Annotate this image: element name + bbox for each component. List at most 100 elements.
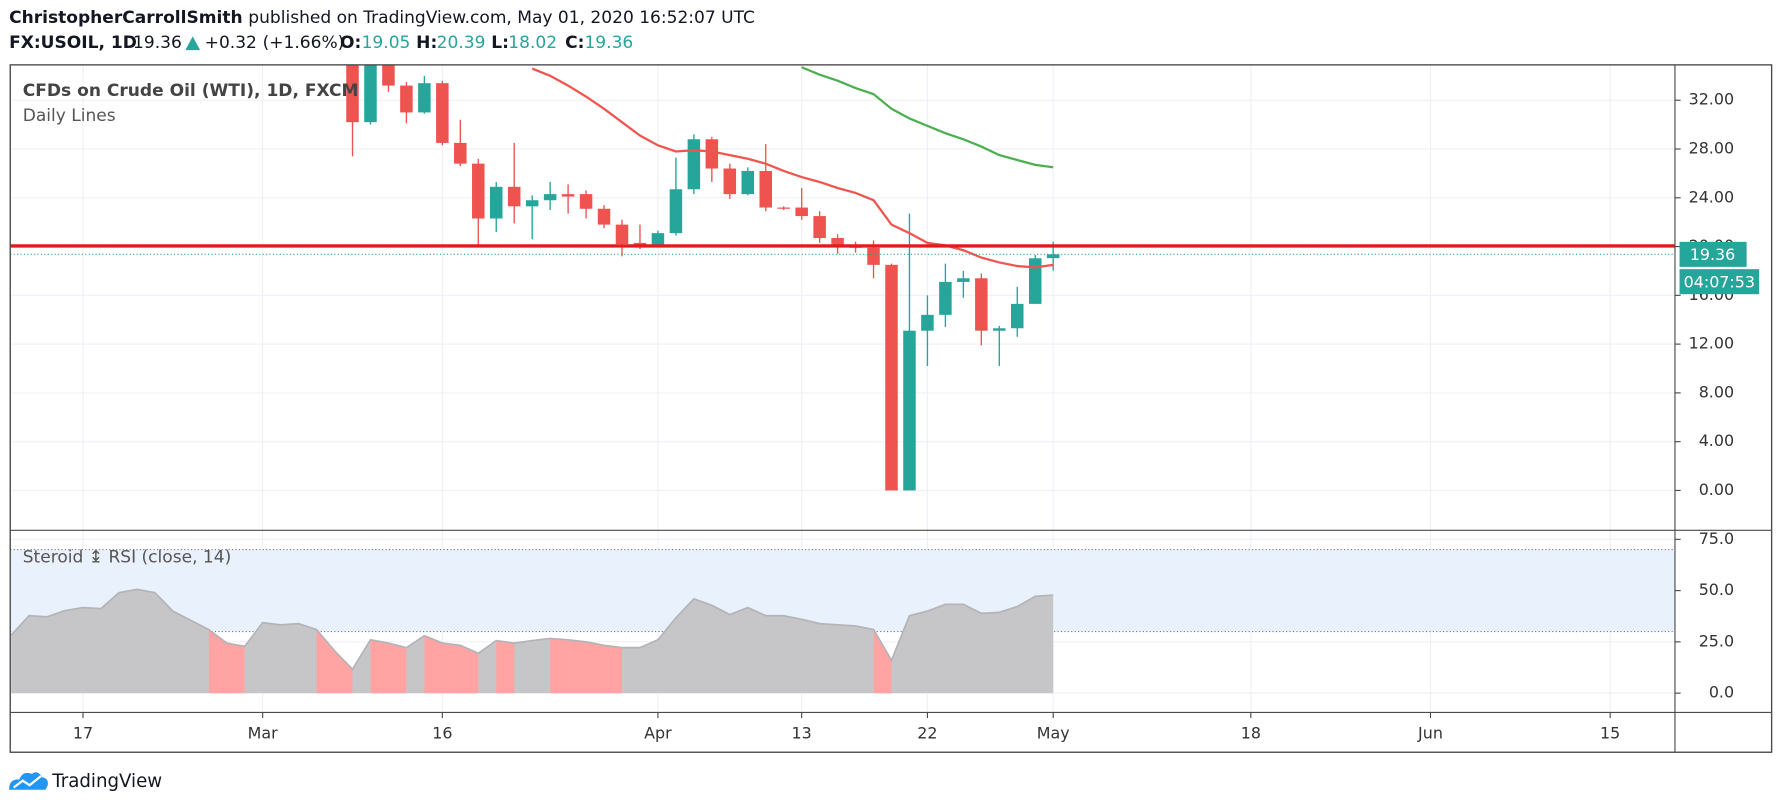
x-tick-label: 16 [432, 724, 452, 743]
rsi-oversold [388, 643, 407, 694]
logo-line [12, 775, 42, 789]
rsi-oversold [208, 629, 227, 694]
chart-subtitle: Daily Lines [23, 106, 116, 126]
rsi-oversold [496, 640, 515, 694]
last-price-label: 19.36 [1690, 245, 1736, 264]
last-price: 19.36 [133, 33, 182, 53]
x-tick-label: 15 [1600, 724, 1620, 743]
ohlc-value: 19.36 [584, 33, 633, 53]
candle-body [1046, 254, 1060, 259]
frame [9, 64, 1773, 753]
candle-body [903, 330, 916, 491]
candle-body [921, 314, 934, 331]
candle-body [436, 83, 449, 143]
rsi-oversold [442, 643, 461, 694]
y-tick-label: 4.00 [1699, 431, 1734, 450]
up-arrow [185, 36, 201, 51]
rsi-oversold [316, 629, 335, 694]
x-tick-label: Jun [1417, 724, 1443, 743]
countdown-box [1679, 269, 1760, 295]
candle-body [489, 186, 503, 219]
moving-average [531, 67, 1054, 269]
candle-body [669, 189, 683, 234]
rsi-oversold [424, 635, 443, 694]
candle-body [382, 64, 395, 86]
last-price-box [1679, 241, 1747, 267]
y-tick-label: 25.0 [1699, 631, 1734, 650]
published: published on TradingView.com, May 01, 20… [248, 8, 755, 28]
candle-body [561, 194, 575, 197]
change-value: +0.32 [205, 33, 257, 53]
candle-body [813, 216, 826, 239]
ohlc-label: H: [416, 33, 437, 53]
ohlc-value: 20.39 [437, 33, 486, 53]
x-tick-label: Apr [644, 724, 672, 743]
candle-body [705, 139, 719, 169]
candle-body [615, 224, 629, 245]
candle-body [472, 163, 485, 219]
candle-body [454, 142, 467, 164]
candle-body [831, 238, 844, 246]
y-tick-label: 8.00 [1699, 382, 1734, 401]
candle-body [364, 64, 377, 123]
rsi-oversold [873, 629, 892, 694]
y-tick-label: 0.00 [1699, 480, 1734, 499]
author: ChristopherCarrollSmith [9, 8, 243, 28]
candle-body [795, 207, 808, 217]
price-pane [10, 64, 1675, 491]
candle-body [939, 281, 952, 315]
rsi-oversold [550, 638, 569, 694]
candle-body [975, 278, 988, 331]
change-percent: (+1.66%) [263, 33, 345, 53]
x-tick-label: Mar [248, 724, 278, 743]
y-tick-label: 0.0 [1709, 683, 1734, 702]
logo-cloud [9, 772, 48, 790]
candle-body [885, 264, 898, 491]
ohlc-label: C: [565, 33, 584, 53]
candle-body [525, 200, 539, 207]
candle-body [633, 242, 647, 246]
candle-body [346, 64, 359, 123]
y-tick-label: 32.00 [1689, 90, 1735, 109]
symbol: FX:USOIL, 1D [9, 33, 137, 53]
candle-body [543, 194, 557, 201]
y-tick-label: 50.0 [1699, 580, 1734, 599]
candle-body [507, 186, 521, 207]
logo [9, 772, 48, 790]
candle-body [1028, 258, 1042, 304]
candle-body [957, 278, 970, 282]
rsi-oversold [604, 645, 623, 694]
header-line: ChristopherCarrollSmith published on Trad… [9, 8, 755, 28]
candle-body [777, 207, 790, 209]
ohlc-label: L: [491, 33, 509, 53]
x-tick-label: 18 [1241, 724, 1261, 743]
x-tick-label: 22 [917, 724, 937, 743]
indicator-title: Steroid ↨ RSI (close, 14) [23, 548, 232, 568]
rsi-line [10, 588, 1054, 671]
rsi-oversold [460, 645, 479, 694]
rsi-oversold [370, 639, 389, 694]
ohlc-value: 18.02 [508, 33, 557, 53]
rsi-pane [10, 549, 1675, 694]
rsi-oversold [586, 641, 605, 694]
rsi-oversold [568, 639, 587, 694]
candle-body [723, 168, 737, 195]
x-tick-label: 13 [792, 724, 812, 743]
ohlc-value: 19.05 [362, 33, 411, 53]
candle-body [418, 83, 431, 113]
candle-body [993, 328, 1006, 331]
candle-body [687, 139, 701, 190]
candle-body [741, 170, 755, 195]
ohlc-label: O: [340, 33, 361, 53]
rsi-oversold [226, 643, 245, 694]
candle-body [400, 85, 413, 113]
y-tick-label: 75.0 [1699, 529, 1734, 548]
candle-body [1011, 303, 1024, 329]
countdown: 04:07:53 [1684, 272, 1755, 291]
x-tick-label: May [1037, 724, 1070, 743]
candle-body [867, 247, 880, 265]
y-tick-label: 24.00 [1689, 187, 1735, 206]
y-tick-label: 12.00 [1689, 334, 1735, 353]
